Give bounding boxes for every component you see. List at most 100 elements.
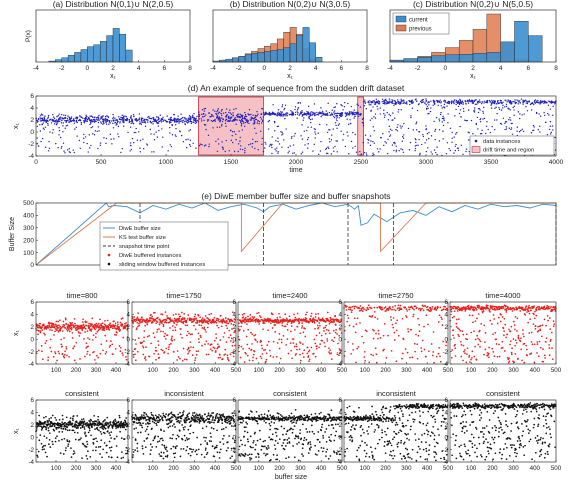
diwe-buffered-point (182, 347, 185, 350)
data-instance-point (395, 149, 398, 151)
data-instance-point (245, 115, 248, 118)
data-instance-point (55, 123, 58, 126)
hist_b-x-tick-label: 8 (365, 65, 369, 72)
diwe-buffered-point (528, 332, 531, 334)
diwe-buffered-point (531, 343, 534, 346)
data-instance-point (310, 111, 312, 113)
snapshot-x-tick-label: 100 (254, 367, 265, 374)
diwe-buffered-point (62, 324, 65, 326)
diwe-buffered-point (57, 327, 60, 329)
diwe-buffered-point (227, 322, 230, 325)
diwe-buffered-point (545, 324, 547, 327)
data-instance-point (200, 118, 203, 120)
diwe-buffered-point (103, 329, 106, 332)
diwe-buffered-point (347, 317, 350, 319)
diwe-buffered-point (252, 353, 255, 356)
window-buffered-point (84, 432, 86, 435)
data-instance-point (326, 152, 328, 155)
diwe-buffered-point (193, 324, 195, 327)
data-instance-point (219, 121, 221, 123)
data-instance-point (314, 131, 316, 133)
data-instance-point (488, 99, 491, 102)
diwe-buffered-point (205, 331, 207, 333)
data-instance-point (160, 118, 162, 120)
data-instance-point (417, 144, 419, 146)
diwe-buffered-point (173, 338, 176, 341)
data-instance-point (505, 128, 508, 130)
data-instance-point (239, 136, 241, 139)
diwe-buffered-point (78, 332, 81, 334)
data-instance-point (79, 147, 82, 149)
diwe-buffered-point (421, 339, 424, 342)
data-instance-point (507, 99, 509, 101)
diwe-buffered-point (175, 323, 178, 326)
data-instance-point (129, 142, 132, 144)
data-instance-point (112, 117, 114, 120)
diwe-buffered-point (258, 323, 261, 325)
data-instance-point (370, 104, 372, 106)
diwe-buffered-point (289, 342, 292, 344)
diwe-buffered-point (92, 334, 95, 336)
data-instance-point (195, 121, 198, 124)
data-instance-point (320, 107, 322, 109)
data-instance-point (534, 102, 537, 104)
hist_b-current-bar (296, 35, 304, 63)
snapshot-y-tick-label: -4 (124, 361, 130, 368)
data-instance-point (395, 103, 397, 105)
diwe-buffered-point (503, 330, 505, 332)
data-instance-point (296, 117, 298, 119)
data-instance-point (294, 132, 296, 135)
data-instance-point (244, 149, 246, 152)
diwe-buffered-point (438, 314, 441, 317)
data-instance-point (436, 153, 438, 156)
data-instance-point (136, 120, 138, 122)
data-instance-point (279, 114, 281, 117)
data-instance-point (297, 111, 299, 114)
diwe-buffered-point (473, 330, 475, 333)
data-instance-point (244, 152, 246, 154)
data-instance-point (309, 112, 312, 114)
diwe-buffered-point (514, 328, 516, 331)
hist_b-current-bar (289, 43, 297, 63)
data-instance-point (442, 138, 444, 140)
diwe-buffered-point (210, 343, 213, 346)
data-instance-point (175, 135, 177, 138)
diwe-buffered-point (51, 329, 53, 332)
data-instance-point (545, 121, 547, 124)
diwe-buffered-point (316, 320, 319, 322)
diwe-buffered-point (120, 318, 123, 320)
data-instance-point (182, 121, 184, 124)
data-instance-point (517, 103, 519, 105)
data-instance-point (253, 119, 255, 122)
data-instance-point (455, 133, 457, 135)
data-instance-point (229, 129, 232, 132)
data-instance-point (280, 111, 282, 113)
diwe-buffered-point (105, 340, 108, 342)
diwe-buffered-point (102, 349, 104, 352)
diwe-buffered-point (106, 319, 109, 322)
data-instance-point (150, 117, 152, 120)
snapshot-x-tick-label: 400 (316, 367, 327, 374)
data-instance-point (510, 127, 513, 129)
diwe-buffered-point (355, 361, 357, 364)
diwe-buffered-point (207, 322, 210, 325)
window-buffered-point (36, 454, 39, 457)
diwe-buffered-point (548, 354, 551, 356)
data-instance-point (254, 127, 256, 130)
data-instance-point (474, 103, 477, 105)
diwe-buffered-point (95, 322, 98, 325)
data-instance-point (196, 119, 199, 122)
data-instance-point (198, 111, 200, 113)
diwe-buffered-point (253, 350, 256, 353)
data-instance-point (150, 122, 153, 124)
diwe-buffered-point (327, 347, 330, 350)
data-instance-point (183, 120, 186, 123)
diwe-buffered-point (304, 335, 307, 338)
data-instance-point (131, 120, 133, 122)
diwe-buffered-point (244, 321, 246, 324)
diwe-buffered-point (301, 327, 303, 329)
snapshot-y-tick-label: 4 (127, 312, 131, 319)
data-instance-point (79, 116, 81, 118)
data-instance-point (127, 131, 129, 134)
diwe-buffered-point (305, 313, 307, 316)
